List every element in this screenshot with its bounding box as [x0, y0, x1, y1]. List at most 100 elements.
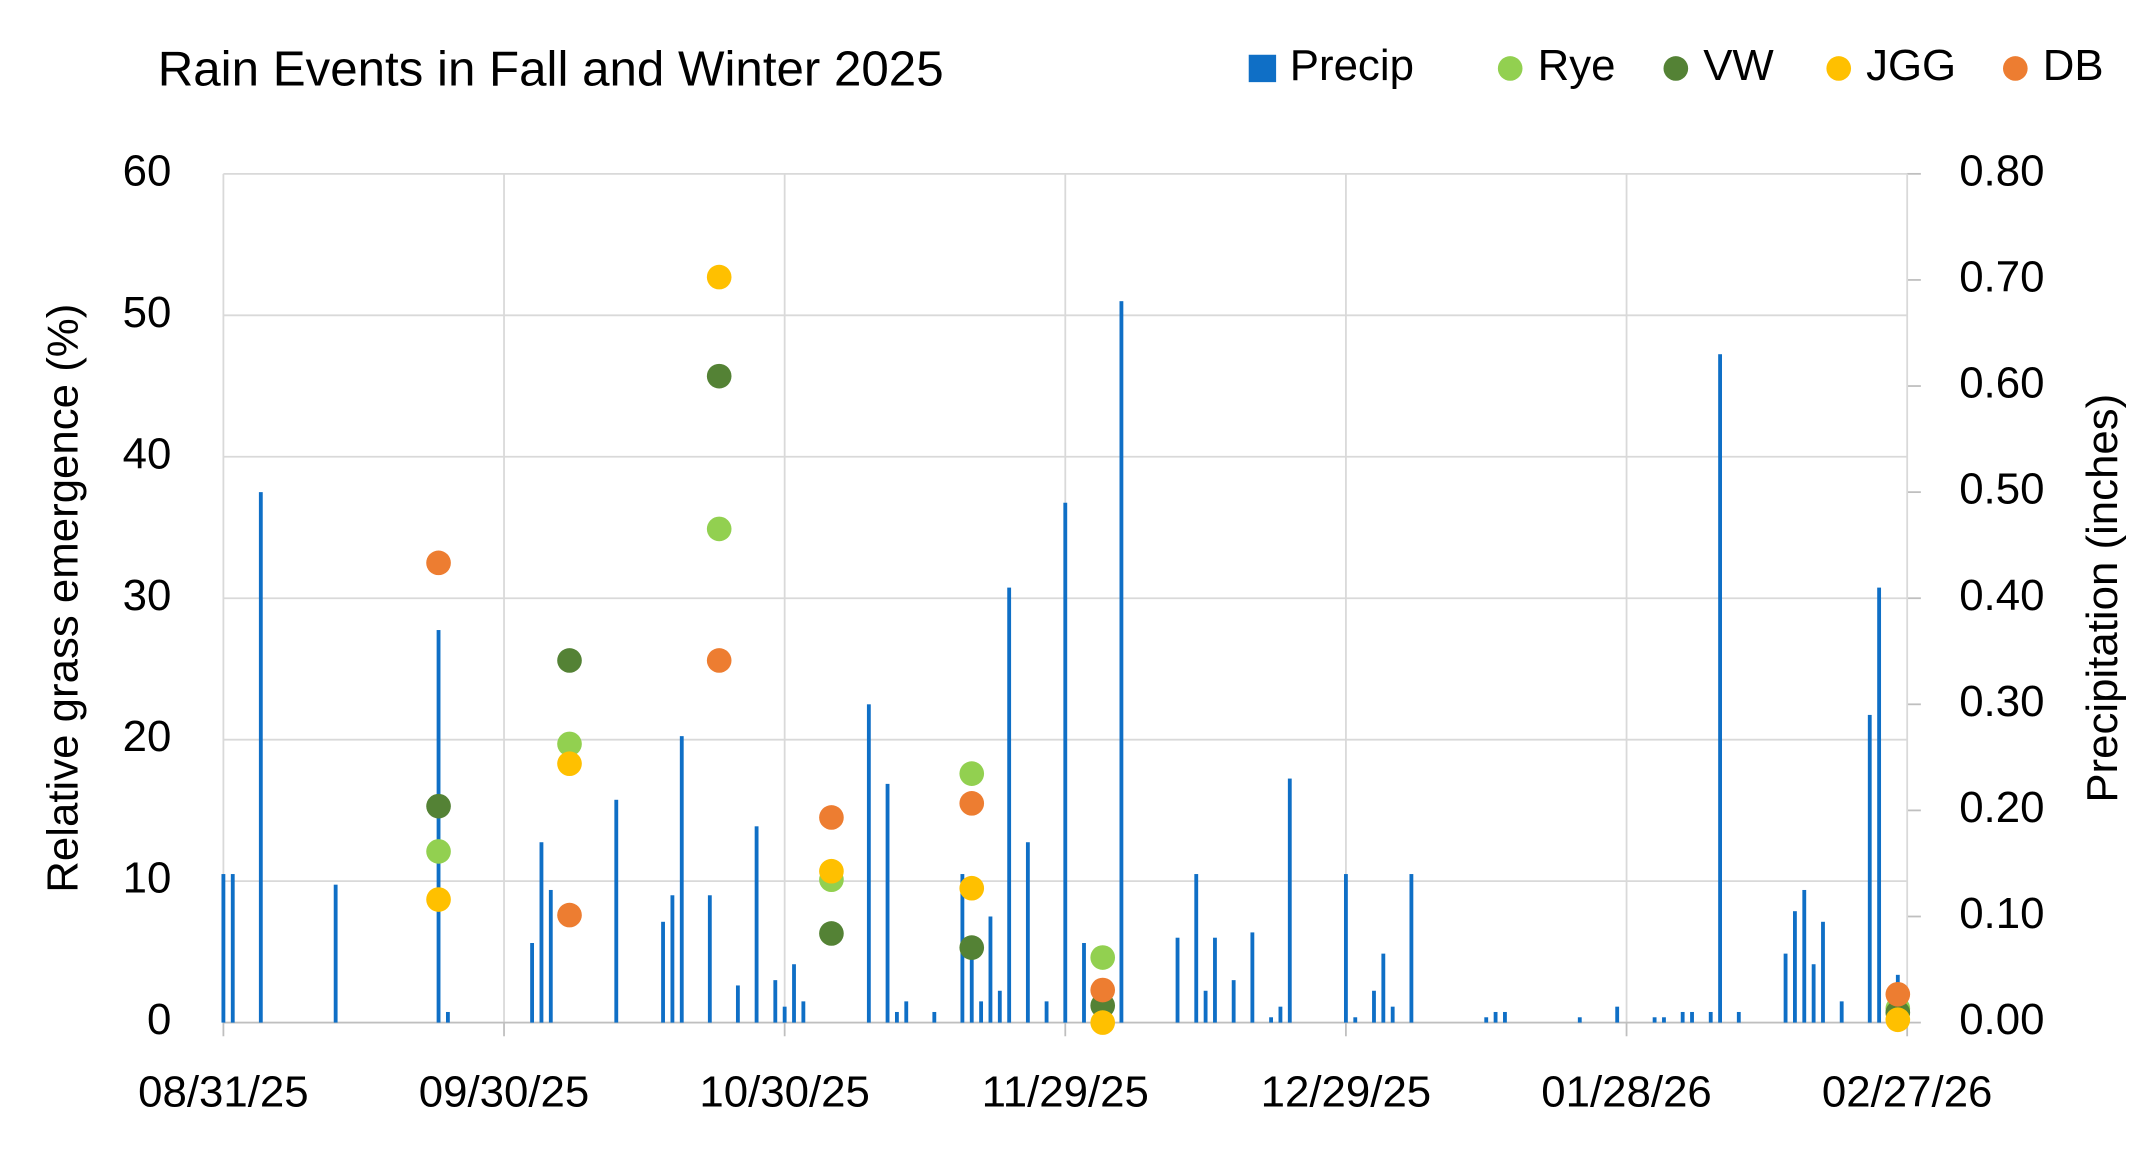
precip-bar [1615, 1006, 1620, 1023]
precip-bar [707, 895, 712, 1023]
x-tick-label: 08/31/25 [138, 1068, 308, 1117]
y-tick-label: 20 [123, 712, 172, 761]
precip-bar [1484, 1017, 1489, 1023]
precip-bar [782, 1006, 787, 1023]
x-tick-label: 12/29/25 [1261, 1068, 1431, 1117]
y-axis-title: Relative grass emergence (%) [39, 304, 88, 893]
emergence-point [557, 648, 582, 673]
x-tick-label: 02/27/26 [1822, 1068, 1992, 1117]
chart-title: Rain Events in Fall and Winter 2025 [158, 42, 944, 97]
emergence-point [557, 751, 582, 777]
precip-bar [1736, 1011, 1741, 1023]
precip-bar [1821, 921, 1825, 1023]
emergence-point [426, 793, 451, 819]
emergence-point [426, 550, 451, 576]
precip-bar [445, 1011, 450, 1023]
precip-bar [1662, 1017, 1666, 1023]
precip-bar [530, 943, 535, 1023]
emergence-point [959, 875, 985, 901]
x-tick-label: 01/28/26 [1541, 1068, 1711, 1117]
precip-bar [801, 1001, 806, 1023]
precip-bar [1175, 937, 1180, 1023]
emergence-point [426, 839, 451, 864]
legend-label: Rye [1538, 41, 1616, 90]
precip-bar [1044, 1001, 1049, 1023]
precip-bar [1353, 1017, 1358, 1023]
emergence-point [959, 935, 985, 960]
precip-bar [1082, 943, 1086, 1023]
precip-bar [1690, 1011, 1694, 1023]
precip-bar [1867, 714, 1872, 1023]
precip-bar [1007, 587, 1012, 1023]
precip-bar [1213, 937, 1217, 1023]
precip-bar [1381, 953, 1386, 1023]
precip-bar [1372, 990, 1376, 1023]
precip-bar [1811, 964, 1816, 1023]
emergence-point [706, 363, 732, 389]
emergence-point [819, 858, 844, 884]
precip-bar [1718, 354, 1723, 1023]
precip-bar [436, 630, 441, 1023]
precip-bar [614, 799, 619, 1023]
x-tick-label: 10/30/25 [699, 1068, 869, 1117]
precip-bar [230, 874, 235, 1023]
y2-tick-label: 0.10 [1959, 889, 2044, 938]
y-tick-label: 10 [123, 854, 172, 903]
precip-bar [539, 842, 544, 1023]
legend-swatch [1663, 56, 1689, 81]
emergence-point [1090, 1010, 1116, 1035]
precip-bar [988, 916, 993, 1023]
legend-swatch [1248, 54, 1277, 83]
legend-swatch [1497, 56, 1523, 81]
emergence-point [1090, 945, 1116, 970]
legend-label: VW [1703, 41, 1774, 90]
y2-tick-label: 0.70 [1959, 253, 2044, 302]
precip-bar [221, 874, 226, 1023]
legend-label: JGG [1866, 41, 1956, 90]
emergence-point [557, 731, 582, 757]
precip-bar [1503, 1011, 1507, 1023]
precip-bar [1194, 874, 1199, 1023]
precip-bar [1025, 842, 1030, 1023]
precip-bar [894, 1011, 899, 1023]
y-tick-label: 60 [123, 146, 172, 195]
y-tick-label: 0 [147, 995, 171, 1044]
precip-bar [754, 826, 759, 1023]
precip-bar [1708, 1011, 1713, 1023]
precip-bar [1343, 874, 1348, 1023]
precip-bar [1287, 778, 1292, 1023]
emergence-point [706, 264, 732, 290]
precip-bar [969, 937, 974, 1023]
emergence-point [1090, 977, 1116, 1003]
precip-bar [1390, 1006, 1395, 1023]
emergence-point [959, 761, 985, 786]
precip-bar [792, 964, 796, 1023]
precip-bar [1409, 874, 1414, 1023]
precip-bar [866, 704, 871, 1023]
precip-bar [258, 492, 263, 1023]
precip-bar [735, 985, 740, 1023]
precip-bar [1203, 990, 1208, 1023]
y2-tick-label: 0.30 [1959, 677, 2044, 726]
precip-bar [979, 1001, 984, 1023]
legend-swatch [2002, 56, 2028, 81]
y2-tick-label: 0.40 [1959, 571, 2044, 620]
precip-bar [1063, 502, 1068, 1023]
precip-bar [1783, 953, 1788, 1023]
precip-bar [1278, 1006, 1283, 1023]
x-tick-label: 09/30/25 [419, 1068, 589, 1117]
emergence-point [1885, 981, 1911, 1007]
emergence-point [706, 648, 732, 673]
precip-bar [1652, 1017, 1657, 1023]
precip-bar [670, 895, 675, 1023]
precip-bar [885, 783, 890, 1023]
precip-bar [1680, 1011, 1685, 1023]
precip-bar [1493, 1011, 1498, 1023]
emergence-point [959, 791, 985, 816]
legend-swatch [1826, 56, 1852, 81]
precip-bar [1839, 1001, 1844, 1023]
precip-bar [661, 921, 665, 1023]
emergence-point [557, 902, 582, 928]
y2-tick-label: 0.50 [1959, 465, 2044, 514]
